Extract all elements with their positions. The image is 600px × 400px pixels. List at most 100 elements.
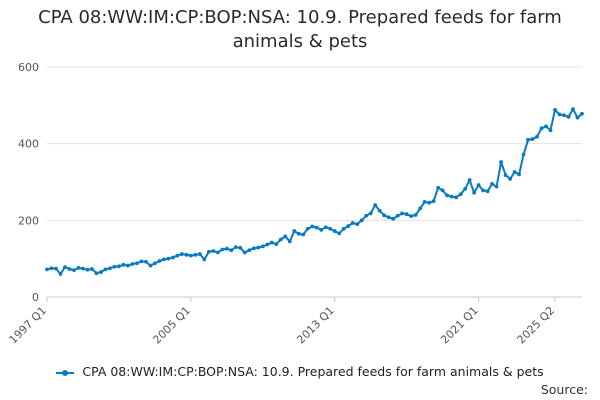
data-point xyxy=(323,225,328,230)
data-point xyxy=(575,115,580,120)
data-point xyxy=(476,183,481,187)
data-point xyxy=(359,218,364,223)
data-point xyxy=(337,231,342,236)
data-point xyxy=(256,245,261,250)
data-point xyxy=(548,128,553,133)
data-point xyxy=(422,200,427,204)
data-point xyxy=(188,253,193,258)
data-point xyxy=(126,263,130,268)
data-point xyxy=(508,177,512,181)
x-tick-label: 2013 Q1 xyxy=(294,304,337,347)
data-point xyxy=(251,246,256,251)
data-point xyxy=(197,252,202,256)
data-point xyxy=(566,114,571,119)
data-point xyxy=(67,267,72,271)
data-point xyxy=(350,221,355,225)
data-point xyxy=(238,246,243,250)
data-point xyxy=(54,266,58,271)
data-point xyxy=(72,268,76,273)
data-point xyxy=(580,111,584,116)
data-point xyxy=(463,187,468,191)
data-point xyxy=(499,160,503,164)
data-point xyxy=(193,252,198,257)
data-point xyxy=(535,134,539,139)
data-point xyxy=(445,193,450,198)
data-point xyxy=(229,248,234,253)
data-point xyxy=(404,212,409,217)
data-point xyxy=(242,250,247,255)
data-point xyxy=(144,259,148,264)
data-point xyxy=(130,262,135,266)
data-point xyxy=(175,253,180,258)
data-point xyxy=(373,203,378,207)
data-point xyxy=(224,246,229,251)
data-point xyxy=(557,112,562,117)
data-point xyxy=(467,178,472,182)
data-point xyxy=(287,239,292,244)
data-point xyxy=(472,190,477,195)
data-point xyxy=(490,182,494,186)
data-point xyxy=(481,188,485,193)
legend[interactable]: CPA 08:WW:IM:CP:BOP:NSA: 10.9. Prepared … xyxy=(0,364,600,379)
x-tick-label: 2025 Q2 xyxy=(515,304,558,347)
data-point xyxy=(530,137,535,141)
data-point xyxy=(539,126,544,131)
data-point xyxy=(112,264,117,269)
data-point xyxy=(409,214,414,219)
data-point xyxy=(377,208,382,213)
data-point xyxy=(90,267,94,271)
data-point xyxy=(310,224,315,229)
chart-title: CPA 08:WW:IM:CP:BOP:NSA: 10.9. Prepared … xyxy=(38,7,562,52)
data-point xyxy=(427,200,432,205)
data-point xyxy=(328,226,333,231)
data-point xyxy=(485,189,490,194)
data-point xyxy=(85,267,90,272)
data-point xyxy=(454,195,459,200)
data-point xyxy=(179,252,184,256)
data-point xyxy=(526,137,530,142)
data-point xyxy=(148,263,153,268)
data-point xyxy=(117,264,121,269)
data-point xyxy=(81,266,85,271)
data-point xyxy=(341,226,346,231)
data-point xyxy=(157,259,162,263)
data-point xyxy=(368,211,373,216)
data-point xyxy=(512,170,517,174)
data-point xyxy=(211,249,216,253)
x-tick-label: 2021 Q1 xyxy=(438,304,481,347)
data-point xyxy=(278,237,283,242)
data-point xyxy=(391,216,396,221)
data-point xyxy=(494,184,499,189)
data-point xyxy=(544,124,548,129)
data-point xyxy=(94,271,99,276)
data-point xyxy=(418,206,423,211)
data-point xyxy=(206,249,211,254)
data-point xyxy=(346,224,351,228)
data-point xyxy=(562,113,566,118)
data-point xyxy=(503,173,508,178)
data-point xyxy=(269,240,274,245)
y-tick-label: 0 xyxy=(32,291,39,304)
y-tick-label: 600 xyxy=(18,61,39,74)
data-point xyxy=(76,265,81,270)
data-point xyxy=(449,194,454,199)
data-point xyxy=(166,256,171,261)
data-point xyxy=(202,257,207,262)
series-line xyxy=(46,108,583,275)
data-point xyxy=(139,259,144,264)
data-point xyxy=(265,242,270,247)
data-point xyxy=(63,265,67,269)
data-point xyxy=(400,211,405,216)
data-point xyxy=(283,234,288,239)
data-point xyxy=(458,192,463,197)
data-point xyxy=(571,107,575,112)
data-point xyxy=(108,266,112,271)
data-point xyxy=(395,213,400,218)
data-point xyxy=(301,232,306,237)
data-point xyxy=(355,222,360,227)
data-point xyxy=(332,229,337,233)
y-tick-label: 200 xyxy=(18,214,39,227)
data-point xyxy=(49,266,54,271)
data-point xyxy=(152,261,157,266)
